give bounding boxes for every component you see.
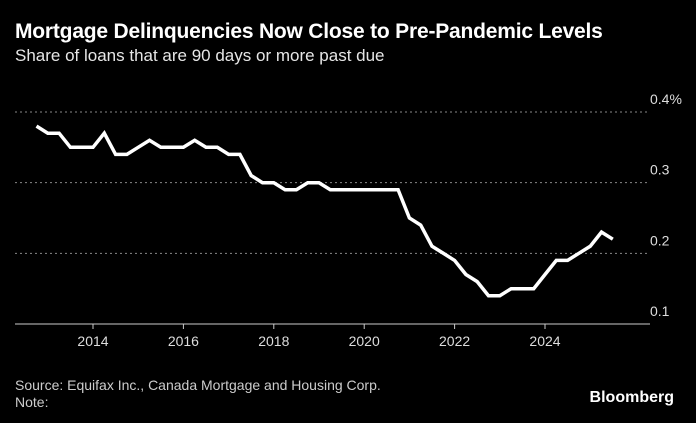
footer-notes: Source: Equifax Inc., Canada Mortgage an… [15,377,381,411]
x-tick-label: 2018 [258,333,289,349]
chart-subtitle: Share of loans that are 90 days or more … [15,46,385,65]
y-tick-label: 0.4% [650,91,682,107]
x-tick-label: 2020 [349,333,380,349]
x-tick-label: 2024 [529,333,560,349]
delinquency-line [35,124,614,298]
y-tick-label: 0.3 [650,162,670,178]
source-text: Source: Equifax Inc., Canada Mortgage an… [15,377,381,393]
x-tick-label: 2022 [439,333,470,349]
chart-title: Mortgage Delinquencies Now Close to Pre-… [15,20,603,43]
x-tick-label: 2014 [77,333,108,349]
bloomberg-logo: Bloomberg [589,389,674,406]
y-tick-label: 0.2 [650,232,670,248]
y-tick-label: 0.1 [650,303,670,319]
x-tick-label: 2016 [168,333,199,349]
note-text: Note: [15,394,49,410]
